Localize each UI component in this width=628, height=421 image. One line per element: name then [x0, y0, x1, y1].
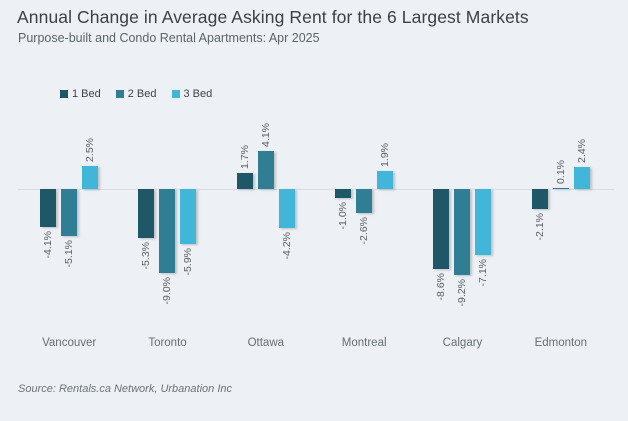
chart-plot-area: -4.1% -5.1% 2.5% Vancouver -5.3% -9.0% -5.9% To…	[18, 110, 614, 362]
bar-group: -1.0% -2.6% 1.9% Montreal	[315, 110, 413, 362]
bar	[454, 189, 471, 275]
source-attribution: Source: Rentals.ca Network, Urbanation I…	[18, 383, 232, 395]
bar	[335, 189, 352, 198]
bar-value-label: 4.1%	[259, 123, 272, 147]
bar-group: -4.1% -5.1% 2.5% Vancouver	[20, 110, 118, 362]
bar-value-label: -9.2%	[456, 279, 469, 307]
category-label: Montreal	[341, 337, 387, 349]
bar	[377, 171, 394, 189]
bar-value-label: 1.7%	[238, 145, 251, 169]
bar	[433, 189, 450, 269]
bar-value-label: -7.1%	[477, 259, 490, 287]
bar	[257, 151, 274, 189]
bar	[531, 189, 548, 209]
bar	[61, 189, 78, 236]
category-label: Edmonton	[534, 337, 588, 349]
bar-value-label: 1.9%	[379, 143, 392, 167]
bar-value-label: -4.1%	[42, 231, 55, 259]
bar-group: 1.7% 4.1% -4.2% Ottawa	[217, 110, 315, 362]
bar	[159, 189, 176, 273]
bar	[356, 189, 373, 213]
bar	[573, 167, 590, 189]
bar	[552, 188, 569, 189]
legend-label: 1 Bed	[72, 88, 101, 100]
bar-value-label: -2.6%	[358, 217, 371, 245]
bar	[40, 189, 57, 227]
legend-item: 2 Bed	[115, 88, 157, 100]
bar-group: -2.1% 0.1% 2.4% Edmonton	[512, 110, 610, 362]
chart-subtitle: Purpose-built and Condo Rental Apartment…	[18, 31, 320, 45]
category-label: Toronto	[148, 337, 187, 349]
bar	[180, 189, 197, 244]
bar-value-label: -2.1%	[533, 213, 546, 241]
legend-swatch-icon	[60, 90, 68, 98]
bar-value-label: 2.4%	[575, 139, 588, 163]
bar-value-label: 2.5%	[84, 138, 97, 162]
bar-group: -8.6% -9.2% -7.1% Calgary	[413, 110, 511, 362]
chart-title: Annual Change in Average Asking Rent for…	[17, 7, 529, 27]
legend-label: 3 Bed	[183, 88, 213, 100]
bar	[278, 189, 295, 228]
bar-value-label: -5.9%	[182, 248, 195, 276]
bar	[236, 173, 253, 189]
bar-value-label: -4.2%	[280, 232, 293, 260]
bar	[138, 189, 155, 238]
bar-value-label: -5.3%	[140, 242, 153, 270]
bar-value-label: 0.1%	[554, 160, 567, 184]
bar-value-label: -1.0%	[337, 202, 350, 230]
bar-value-label: -5.1%	[63, 240, 76, 268]
bar	[82, 166, 99, 189]
chart-legend: 1 Bed 2 Bed 3 Bed	[60, 88, 212, 100]
legend-swatch-icon	[115, 90, 124, 98]
legend-swatch-icon	[171, 90, 180, 98]
legend-item: 3 Bed	[171, 88, 213, 100]
category-label: Ottawa	[247, 337, 285, 349]
legend-item: 1 Bed	[60, 88, 101, 100]
category-label: Vancouver	[42, 337, 97, 349]
zero-baseline	[18, 189, 614, 190]
bar-value-label: -9.0%	[161, 277, 174, 305]
bar-group: -5.3% -9.0% -5.9% Toronto	[118, 110, 216, 362]
legend-label: 2 Bed	[127, 88, 157, 100]
bar-value-label: -8.6%	[435, 273, 448, 301]
bar	[475, 189, 492, 255]
category-label: Calgary	[442, 337, 483, 349]
